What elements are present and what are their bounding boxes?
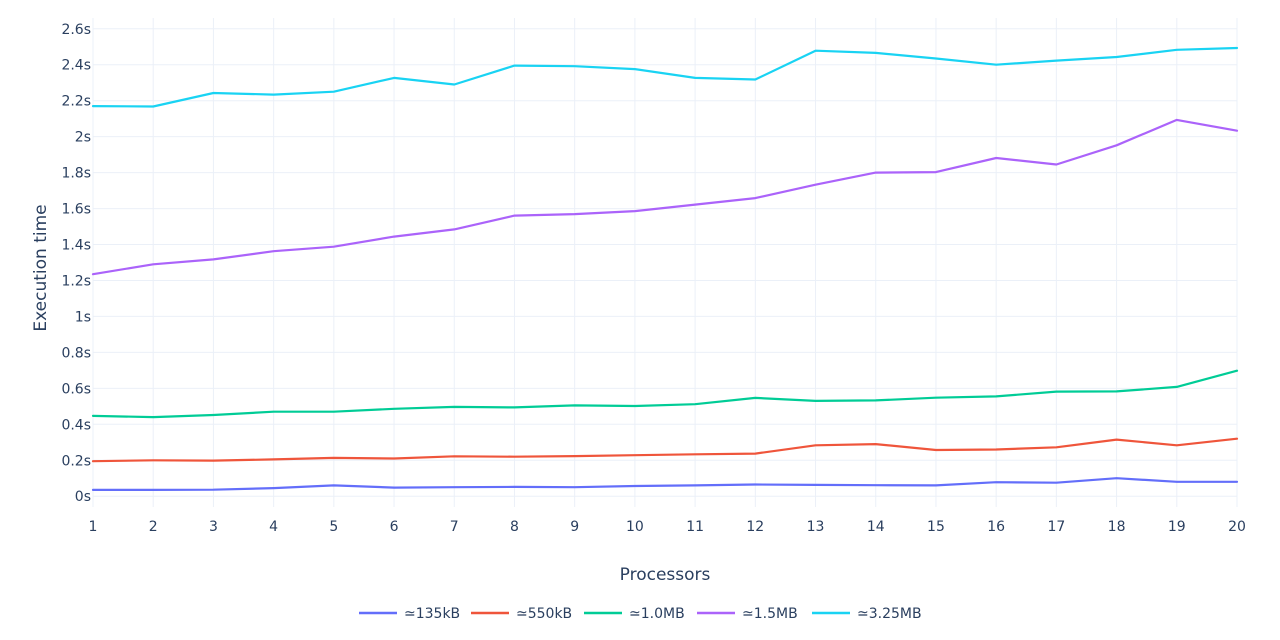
x-tick-label: 20 [1228, 519, 1246, 535]
x-tick-label: 15 [927, 519, 945, 535]
x-tick-label: 19 [1168, 519, 1186, 535]
x-tick-label: 6 [390, 519, 399, 535]
x-tick-label: 3 [209, 519, 218, 535]
x-tick-label: 18 [1108, 519, 1126, 535]
x-tick-label: 10 [626, 519, 644, 535]
y-axis-ticks: 0s 0.2s 0.4s 0.6s 0.8s 1s 1.2s 1.4s 1.6s 1.8s 2s 2.… [61, 22, 91, 505]
legend[interactable]: ≃135kB ≃550kB ≃1.0MB ≃1.5MB ≃3.25MB [359, 606, 922, 622]
y-axis-title: Execution time [31, 204, 51, 331]
legend-item-5[interactable]: ≃3.25MB [812, 606, 922, 622]
x-tick-label: 17 [1047, 519, 1065, 535]
legend-label: ≃3.25MB [857, 606, 922, 622]
x-tick-label: 13 [807, 519, 825, 535]
y-tick-label: 2.2s [61, 94, 91, 110]
y-tick-label: 2s [75, 130, 91, 146]
legend-item-4[interactable]: ≃1.5MB [697, 606, 798, 622]
series-line-1[interactable] [91, 477, 1239, 491]
x-tick-label: 8 [510, 519, 519, 535]
legend-item-3[interactable]: ≃1.0MB [584, 606, 685, 622]
y-tick-label: 1s [75, 309, 91, 325]
y-tick-label: 0.6s [61, 381, 91, 397]
y-tick-label: 1.6s [61, 202, 91, 218]
x-tick-label: 9 [570, 519, 579, 535]
y-tick-label: 1.4s [61, 238, 91, 254]
y-tick-label: 1.8s [61, 166, 91, 182]
plot-area[interactable] [91, 46, 1239, 491]
x-tick-label: 1 [89, 519, 98, 535]
x-tick-label: 4 [269, 519, 278, 535]
x-tick-label: 12 [746, 519, 764, 535]
y-tick-label: 0.8s [61, 345, 91, 361]
legend-label: ≃550kB [516, 606, 572, 622]
legend-item-1[interactable]: ≃135kB [359, 606, 460, 622]
x-tick-label: 7 [450, 519, 459, 535]
x-tick-label: 2 [149, 519, 158, 535]
legend-label: ≃1.5MB [742, 606, 798, 622]
y-tick-label: 0.2s [61, 453, 91, 469]
x-tick-label: 14 [867, 519, 885, 535]
grid-lines [92, 18, 1238, 507]
y-tick-label: 0s [75, 489, 91, 505]
x-tick-label: 5 [329, 519, 338, 535]
legend-label: ≃135kB [404, 606, 460, 622]
series-line-4[interactable] [91, 118, 1239, 276]
y-tick-label: 0.4s [61, 417, 91, 433]
y-tick-label: 2.6s [61, 22, 91, 38]
y-tick-label: 2.4s [61, 58, 91, 74]
series-line-3[interactable] [91, 369, 1239, 419]
x-tick-label: 16 [987, 519, 1005, 535]
series-line-5[interactable] [91, 46, 1239, 108]
x-tick-label: 11 [686, 519, 704, 535]
legend-label: ≃1.0MB [629, 606, 685, 622]
legend-item-2[interactable]: ≃550kB [471, 606, 572, 622]
x-axis-ticks: 1 2 3 4 5 6 7 8 9 10 11 12 13 14 15 16 17 18 19 20 [89, 519, 1246, 535]
series-line-2[interactable] [91, 437, 1239, 463]
y-tick-label: 1.2s [61, 273, 91, 289]
x-axis-title: Processors [620, 565, 711, 585]
